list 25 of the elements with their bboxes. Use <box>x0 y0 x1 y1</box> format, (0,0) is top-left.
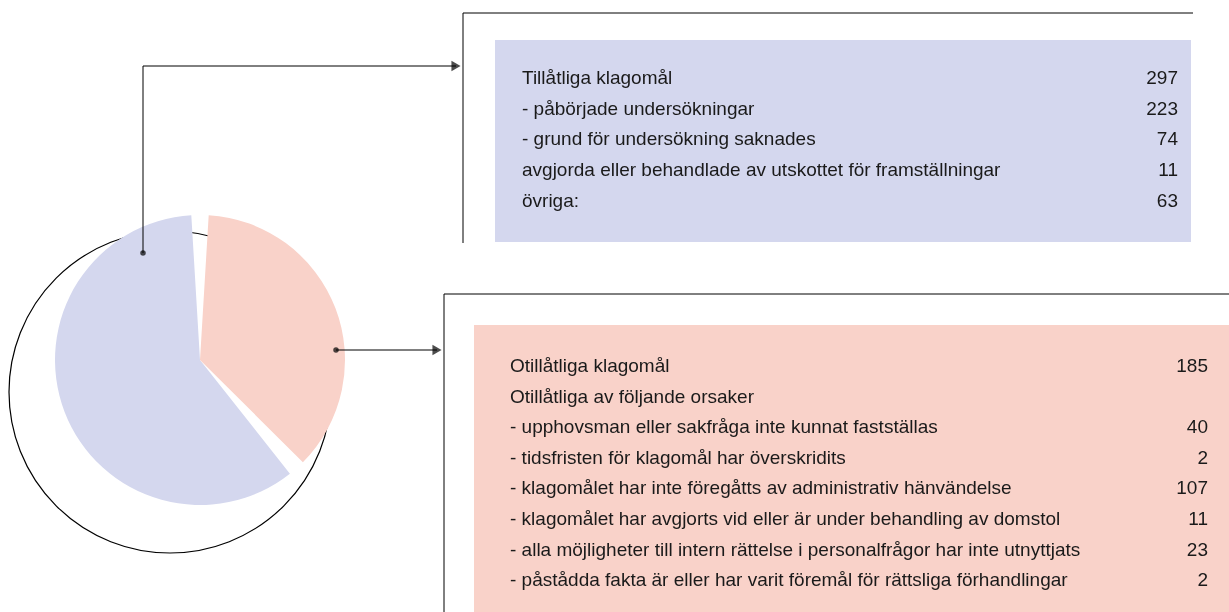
text: 185 <box>1176 355 1208 376</box>
text: 11 <box>1158 159 1178 181</box>
text: 40 <box>1186 416 1208 438</box>
text: - alla möjligheter till intern rättelse i personalfrågor har inte utnyttjats <box>510 538 1081 560</box>
text: - påstådda fakta är eller har varit föremål för rättsliga förhandlingar <box>510 569 1069 591</box>
text: Otillåtliga klagomål <box>510 355 670 376</box>
text: avgjorda eller behandlade av utskottet för framställningar <box>522 159 1002 181</box>
text: - tidsfristen för klagomål har överskridits <box>510 446 846 468</box>
text: - grund för undersökning saknades <box>522 128 816 150</box>
text: 63 <box>1156 189 1178 211</box>
text: 2 <box>1197 569 1208 591</box>
text: 74 <box>1156 128 1179 150</box>
text: 107 <box>1176 477 1208 499</box>
text: 297 <box>1146 67 1178 88</box>
text: 2 <box>1197 446 1208 468</box>
text: 11 <box>1188 508 1208 529</box>
text: - påbörjade undersökningar <box>522 97 756 119</box>
text: - klagomålet har avgjorts vid eller är under behandling av domstol <box>510 508 1061 529</box>
text: - upphovsman eller sakfråga inte kunnat fastställas <box>510 416 938 438</box>
text: 223 <box>1146 97 1178 119</box>
text: Tillåtliga klagomål <box>522 67 673 88</box>
text: övriga: <box>522 189 580 211</box>
text: Otillåtliga av följande orsaker <box>510 385 755 407</box>
text: 23 <box>1186 538 1208 560</box>
text: - klagomålet har inte föregåtts av administrativ hänvändelse <box>510 477 1012 499</box>
